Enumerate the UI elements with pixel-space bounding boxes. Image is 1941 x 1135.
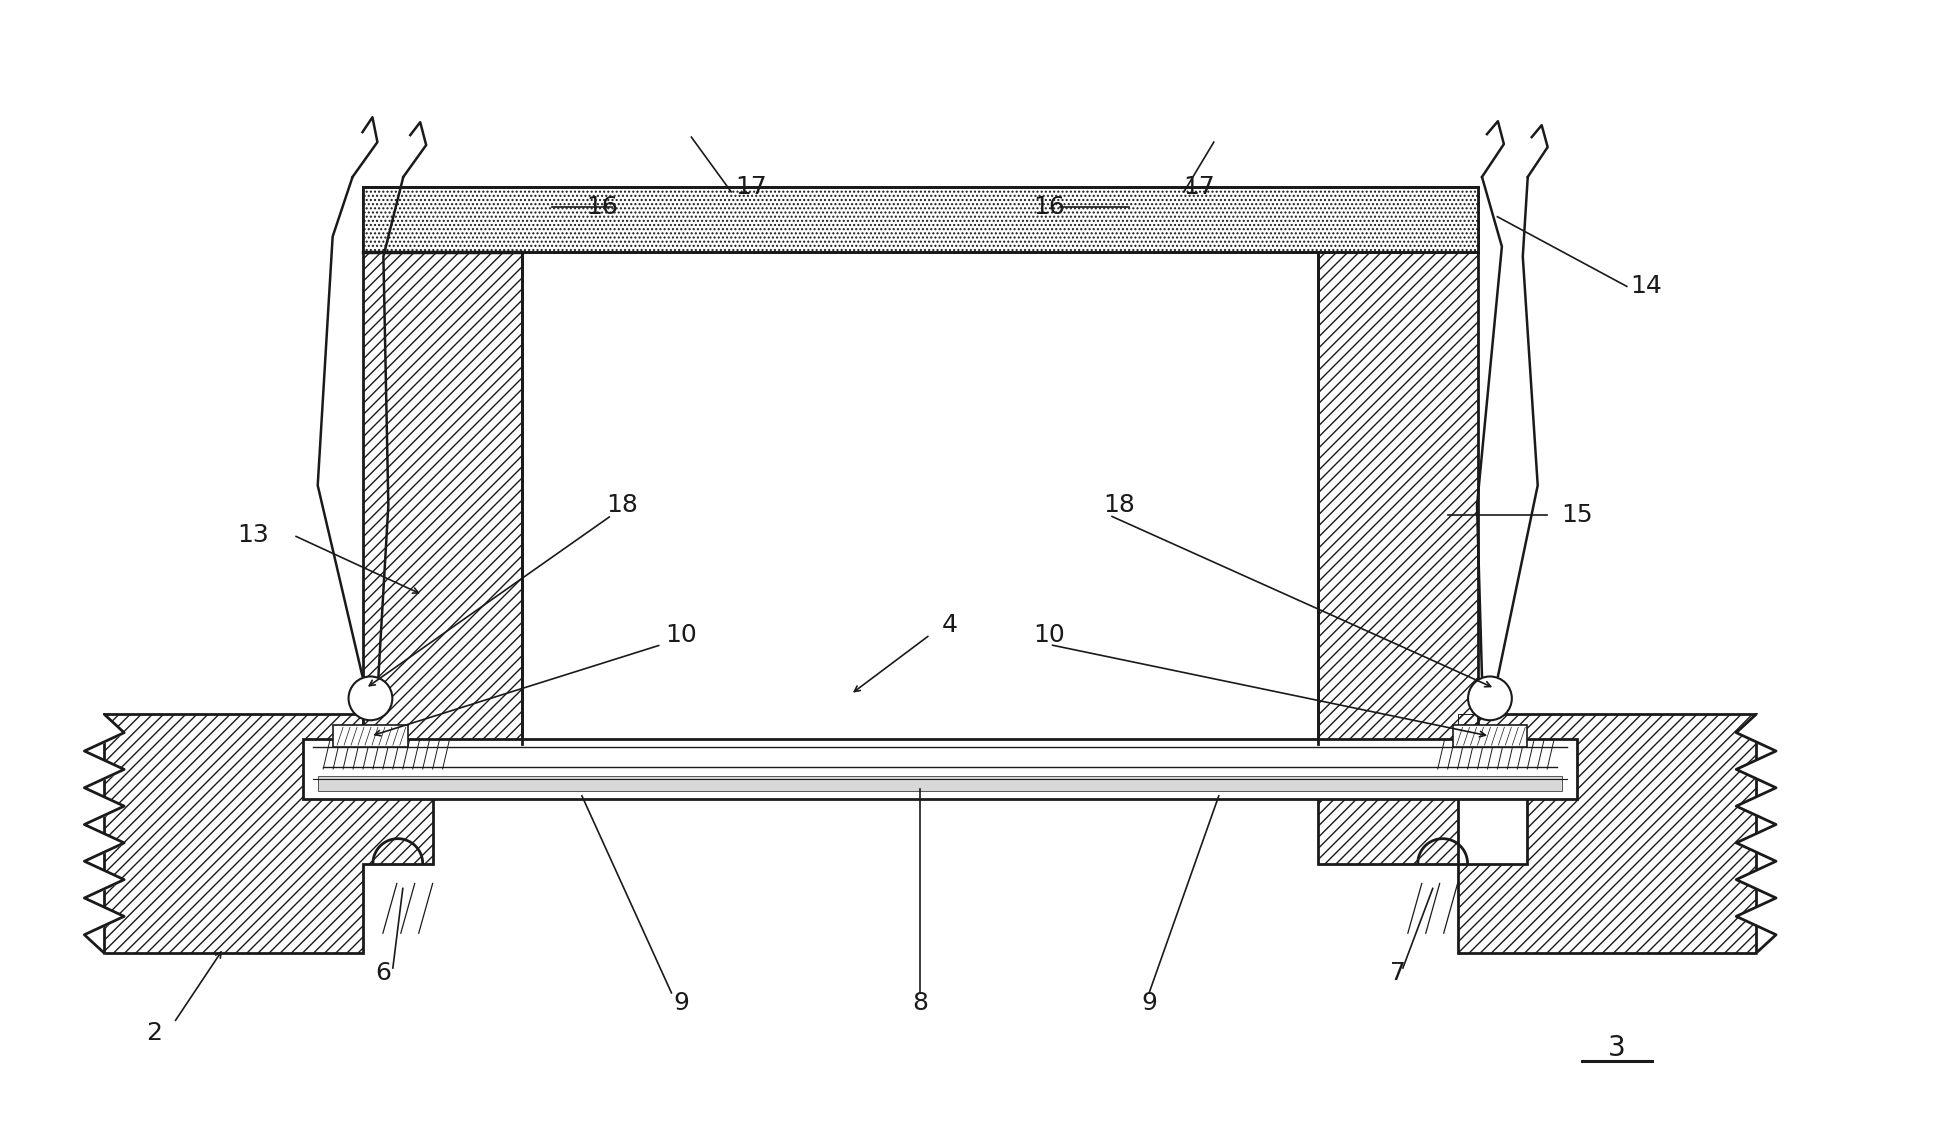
Circle shape bbox=[349, 676, 392, 721]
Text: 17: 17 bbox=[1182, 175, 1215, 199]
Text: 16: 16 bbox=[586, 195, 617, 219]
Text: 18: 18 bbox=[1102, 494, 1135, 518]
Text: 10: 10 bbox=[1035, 623, 1066, 647]
Polygon shape bbox=[1318, 745, 1458, 864]
Polygon shape bbox=[1318, 187, 1477, 745]
Polygon shape bbox=[1458, 714, 1757, 953]
Text: 17: 17 bbox=[736, 175, 767, 199]
Text: 7: 7 bbox=[1390, 961, 1405, 985]
Text: 3: 3 bbox=[1607, 1034, 1627, 1061]
Text: 8: 8 bbox=[912, 991, 928, 1015]
Polygon shape bbox=[303, 739, 1576, 799]
Polygon shape bbox=[363, 187, 522, 745]
Polygon shape bbox=[363, 187, 1477, 252]
Circle shape bbox=[1467, 676, 1512, 721]
Text: 9: 9 bbox=[674, 991, 689, 1015]
Text: 10: 10 bbox=[666, 623, 697, 647]
Polygon shape bbox=[105, 714, 433, 953]
Text: 2: 2 bbox=[146, 1020, 161, 1044]
Text: 9: 9 bbox=[1141, 991, 1157, 1015]
Polygon shape bbox=[334, 725, 408, 747]
Text: 16: 16 bbox=[1035, 195, 1066, 219]
Text: 4: 4 bbox=[941, 613, 959, 637]
Text: 15: 15 bbox=[1561, 503, 1594, 528]
Polygon shape bbox=[1452, 725, 1528, 747]
Bar bbox=[318, 776, 1563, 791]
Text: 14: 14 bbox=[1630, 275, 1663, 299]
Text: 6: 6 bbox=[375, 961, 390, 985]
Text: 13: 13 bbox=[237, 523, 270, 547]
Text: 18: 18 bbox=[606, 494, 639, 518]
